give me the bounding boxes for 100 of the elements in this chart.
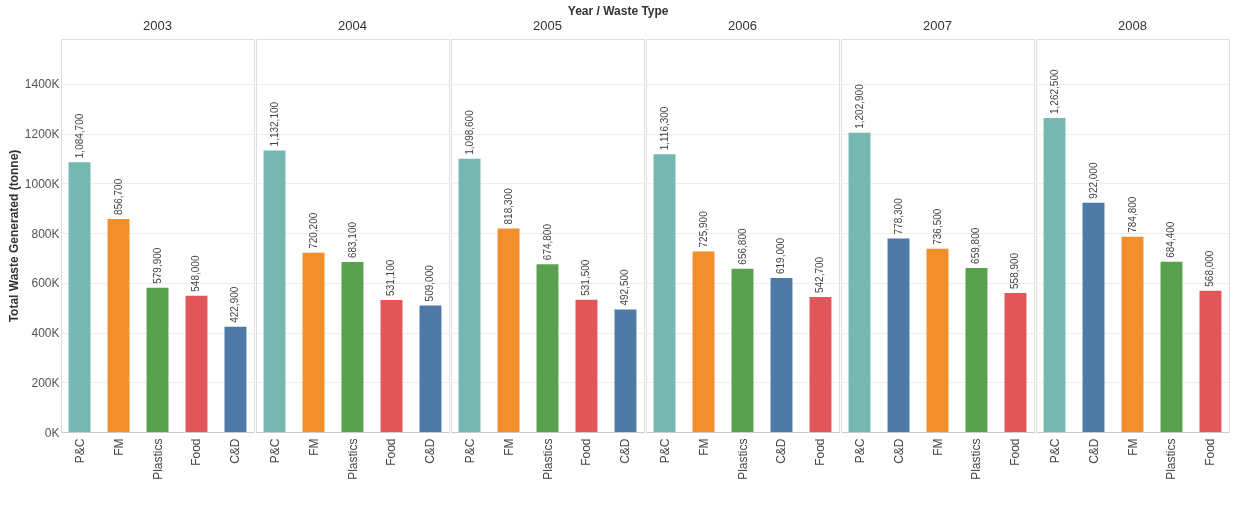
x-tick-label: C&D	[774, 438, 789, 464]
y-tick-label: 200K	[31, 375, 60, 390]
x-tick-label: C&D	[423, 438, 438, 464]
chart-title: 2008	[1118, 18, 1147, 33]
data-label: 736,500	[931, 208, 943, 245]
bar	[653, 154, 676, 432]
y-tick-label: 1000K	[24, 176, 60, 191]
x-tick-label: Plastics	[345, 438, 360, 480]
bar	[1121, 236, 1144, 432]
data-label: 683,100	[346, 221, 358, 259]
data-label: 778,300	[892, 197, 904, 235]
data-label: 674,800	[541, 223, 553, 261]
bar	[1043, 117, 1066, 432]
bar	[497, 228, 520, 432]
bar	[263, 150, 286, 432]
bar	[458, 158, 481, 432]
y-axis-title: Total Waste Generated (tonne)	[6, 149, 21, 323]
chart-title: 2003	[143, 18, 172, 33]
y-tick-label: 1200K	[24, 127, 60, 142]
bar	[770, 278, 793, 432]
bar	[692, 251, 715, 432]
x-tick-label: Food	[579, 438, 594, 466]
data-label: 492,500	[619, 268, 631, 306]
data-label: 856,700	[112, 178, 124, 215]
data-label: 784,800	[1126, 196, 1138, 233]
data-label: 531,100	[385, 259, 397, 296]
data-label: 558,900	[1009, 252, 1021, 289]
x-tick-label: FM	[306, 438, 321, 456]
bar	[731, 268, 754, 432]
x-tick-label: FM	[111, 438, 126, 456]
bar	[341, 262, 364, 432]
x-tick-label: Plastics	[150, 438, 165, 480]
bar	[926, 248, 949, 432]
bar	[146, 287, 169, 432]
data-label: 542,700	[814, 256, 826, 294]
x-tick-label: P&C	[267, 438, 282, 464]
data-label: 1,202,900	[853, 83, 865, 129]
x-tick-label: C&D	[891, 438, 906, 464]
x-tick-label: Food	[1203, 438, 1218, 466]
x-tick-label: Plastics	[1164, 438, 1179, 480]
chart-title: 2006	[728, 18, 757, 33]
x-tick-label: C&D	[228, 438, 243, 464]
chart-title: 2005	[533, 18, 562, 33]
bar	[848, 132, 871, 432]
data-label: 1,116,300	[658, 106, 670, 151]
data-label: 509,000	[424, 264, 436, 302]
x-tick-label: Plastics	[735, 438, 750, 480]
x-tick-label: Food	[813, 438, 828, 466]
bar	[575, 299, 598, 432]
bar	[965, 267, 988, 432]
bar	[809, 297, 832, 432]
x-tick-label: P&C	[657, 438, 672, 464]
data-label: 1,098,600	[463, 109, 475, 155]
bar	[887, 238, 910, 432]
x-tick-label: P&C	[1047, 438, 1062, 464]
data-label: 579,900	[151, 247, 163, 284]
chart-title: 2004	[338, 18, 367, 33]
x-tick-label: FM	[501, 438, 516, 456]
x-tick-label: C&D	[618, 438, 633, 464]
x-tick-label: FM	[696, 438, 711, 456]
bar	[614, 309, 637, 432]
bar	[1160, 261, 1183, 432]
data-label: 1,262,500	[1048, 69, 1060, 114]
bar	[68, 162, 91, 432]
bar	[224, 326, 247, 432]
data-label: 568,000	[1204, 250, 1216, 287]
bar	[419, 305, 442, 432]
bar	[1082, 202, 1105, 432]
data-label: 548,000	[190, 255, 202, 292]
data-label: 684,400	[1165, 221, 1177, 258]
y-tick-label: 600K	[31, 276, 60, 291]
x-tick-label: Food	[189, 438, 204, 466]
y-tick-label: 400K	[31, 326, 60, 341]
x-tick-label: FM	[1125, 438, 1140, 456]
data-label: 720,200	[307, 212, 319, 249]
bar	[1199, 290, 1222, 432]
bar	[1004, 292, 1027, 432]
x-tick-label: Plastics	[969, 438, 984, 480]
y-tick-label: 1400K	[24, 77, 60, 92]
data-label: 725,900	[697, 210, 709, 248]
x-tick-label: C&D	[1086, 438, 1101, 464]
x-tick-label: Plastics	[540, 438, 555, 480]
x-tick-label: P&C	[852, 438, 867, 464]
bar	[185, 295, 208, 432]
y-tick-label: 800K	[31, 226, 60, 241]
data-label: 422,900	[229, 286, 241, 323]
data-label: 818,300	[502, 187, 514, 225]
x-tick-label: Food	[1008, 438, 1023, 466]
x-tick-label: FM	[930, 438, 945, 456]
bar	[302, 252, 325, 432]
text: Year / Waste Type	[567, 3, 669, 18]
x-tick-label: P&C	[72, 438, 87, 464]
x-tick-label: Food	[384, 438, 399, 466]
bar	[536, 264, 559, 432]
data-label: 1,132,100	[268, 101, 280, 147]
data-label: 922,000	[1087, 162, 1099, 199]
chart-title: 2007	[923, 18, 952, 33]
data-label: 656,800	[736, 228, 748, 265]
bar	[107, 218, 130, 432]
bar	[380, 299, 403, 432]
